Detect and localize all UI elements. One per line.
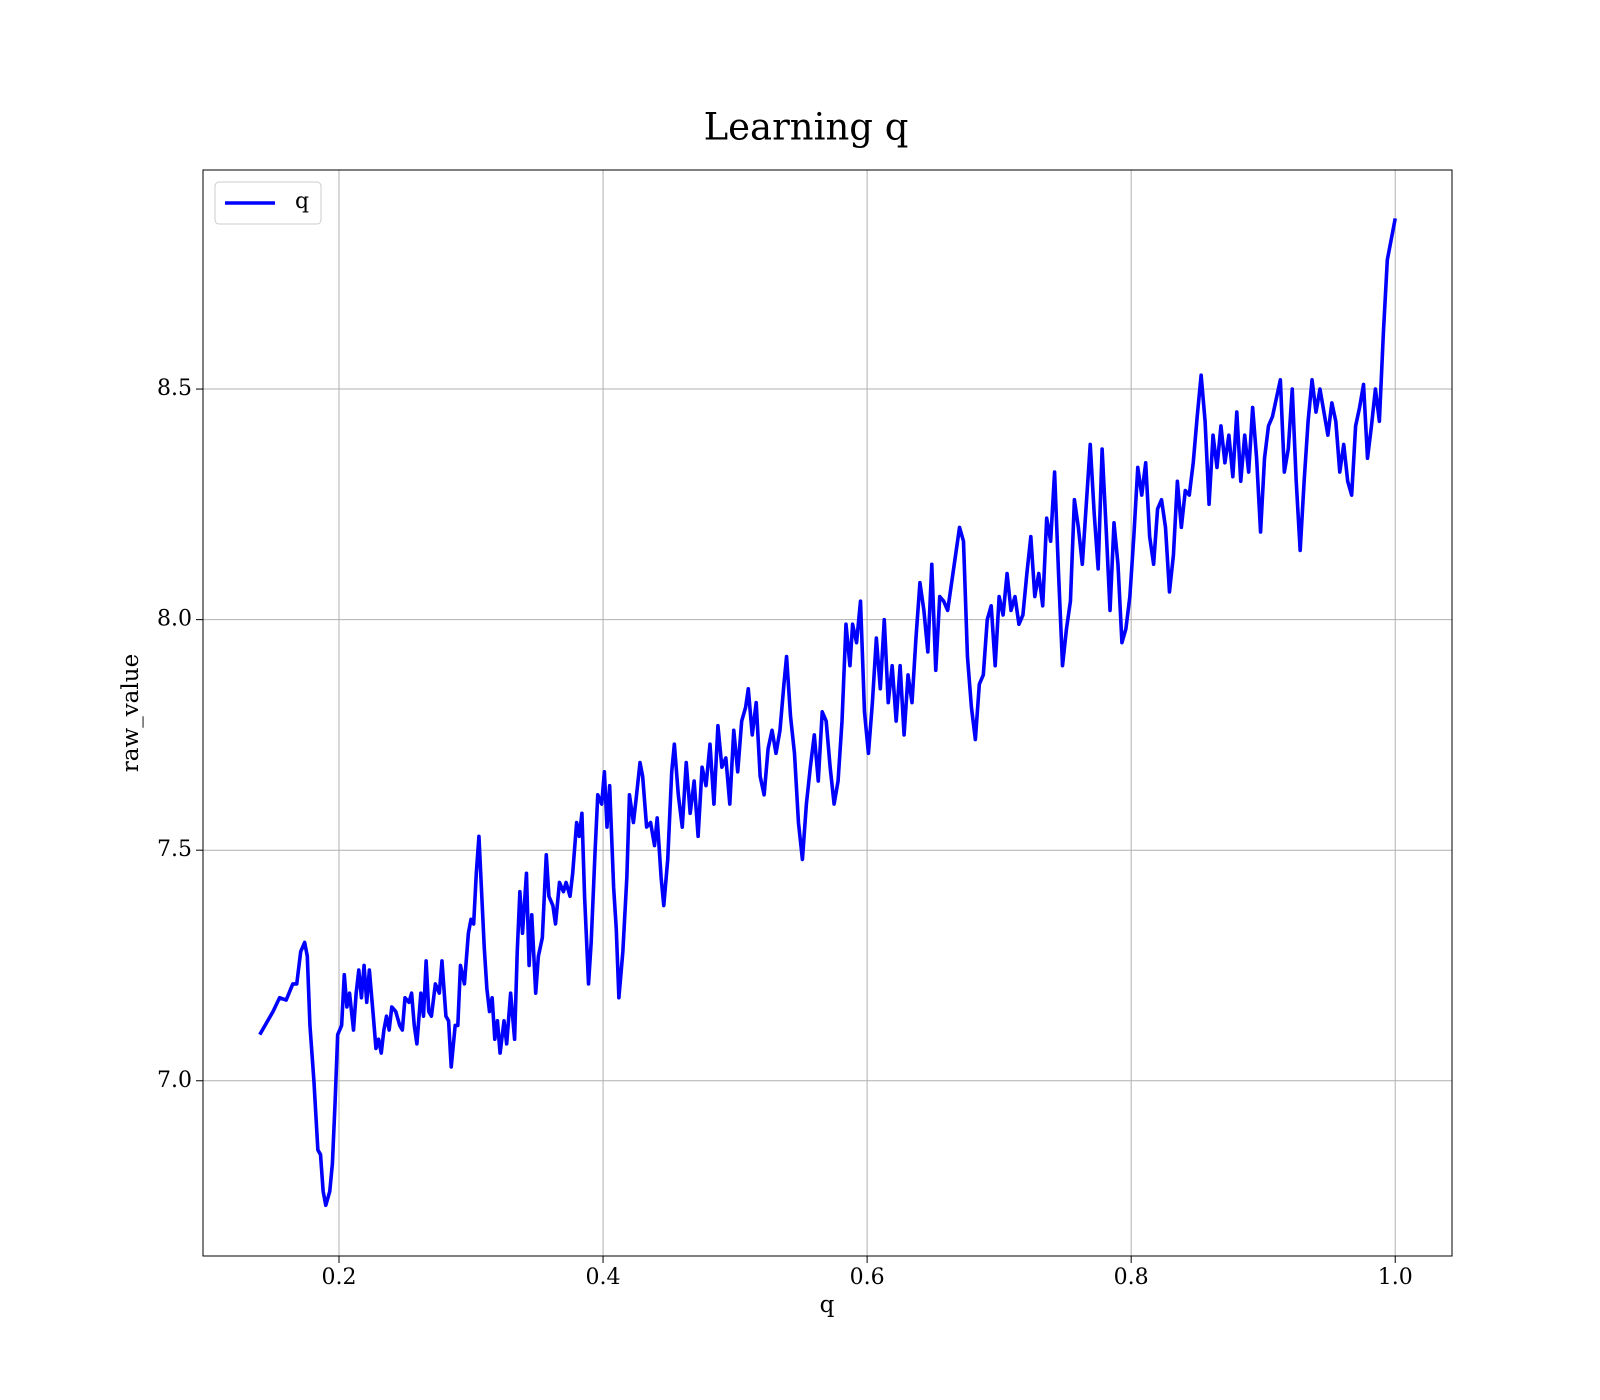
x-tick-label: 0.2 — [321, 1265, 356, 1290]
x-axis-label: q — [820, 1292, 835, 1318]
y-axis-label: raw_value — [118, 654, 144, 772]
x-tick-label: 0.6 — [850, 1265, 885, 1290]
x-tick-label: 0.8 — [1114, 1265, 1149, 1290]
y-tick-label: 7.0 — [157, 1068, 192, 1093]
y-tick-label: 7.5 — [157, 837, 192, 862]
chart-title: Learning q — [704, 106, 909, 149]
data-line — [258, 218, 1397, 1208]
legend-label: q — [295, 189, 309, 214]
y-tick-label: 8.0 — [157, 607, 192, 632]
y-tick-label: 8.5 — [157, 376, 192, 401]
x-tick-label: 1.0 — [1378, 1265, 1413, 1290]
plot-frame — [202, 169, 1453, 1257]
x-tick-label: 0.4 — [586, 1265, 621, 1290]
